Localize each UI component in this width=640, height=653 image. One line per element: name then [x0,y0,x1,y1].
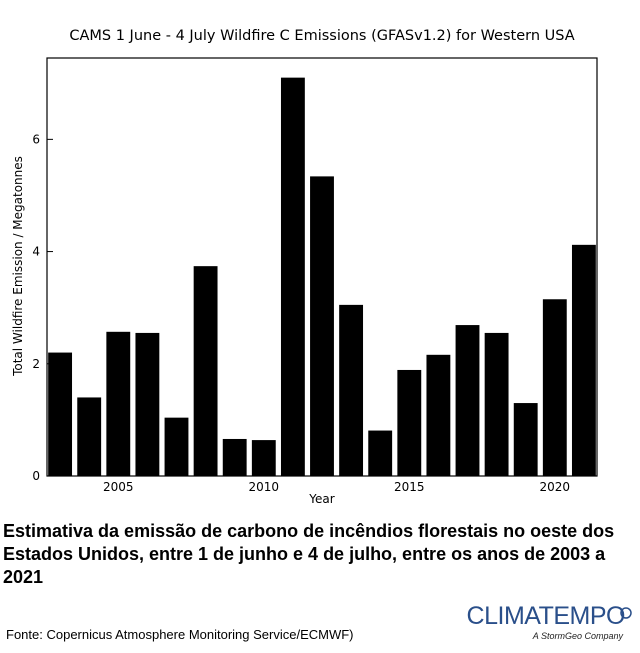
logo-wordmark: CLIMATEMPO [466,602,626,630]
bar-2012 [310,176,334,476]
figure-caption: Estimativa da emissão de carbono de incê… [3,521,615,587]
source-credit: Fonte: Copernicus Atmosphere Monitoring … [6,627,354,642]
bar-2009 [222,438,247,476]
chart-title: CAMS 1 June - 4 July Wildfire C Emission… [69,28,574,44]
bar-2017 [455,325,480,476]
bar-2016 [426,354,451,476]
bar-2008 [193,266,218,476]
bar-2018 [484,332,509,476]
y-axis-label: Total Wildfire Emission / Megatonnes [11,156,25,377]
x-tick-label: 2020 [540,480,571,494]
bar-2011 [280,77,305,477]
bar-2013 [339,304,364,476]
chart-figure: CAMS 1 June - 4 July Wildfire C Emission… [11,28,598,506]
bar-2014 [368,430,393,476]
bar-2021 [571,244,596,476]
x-axis-label: Year [308,492,334,506]
swoosh-icon [620,607,632,619]
bar-2006 [135,332,160,476]
bar-2005 [106,331,131,476]
bar-2015 [397,369,422,476]
x-tick-label: 2015 [394,480,425,494]
bar-chart: CAMS 1 June - 4 July Wildfire C Emission… [11,28,598,506]
bar-2003 [48,352,73,476]
y-tick-label: 6 [32,132,40,146]
plot-frame [46,57,598,477]
y-tick-label: 4 [32,245,40,259]
y-tick-label: 0 [32,469,40,483]
bar-2020 [542,299,567,476]
bar-2010 [251,440,276,476]
logo-tagline: A StormGeo Company [532,631,623,641]
x-tick-label: 2010 [249,480,280,494]
bar-2004 [77,397,102,476]
bar-2007 [164,417,189,476]
x-tick-label: 2005 [103,480,134,494]
climatempo-logo: CLIMATEMPO A StormGeo Company [467,600,635,645]
y-tick-label: 2 [32,357,40,371]
bar-2019 [513,403,538,476]
